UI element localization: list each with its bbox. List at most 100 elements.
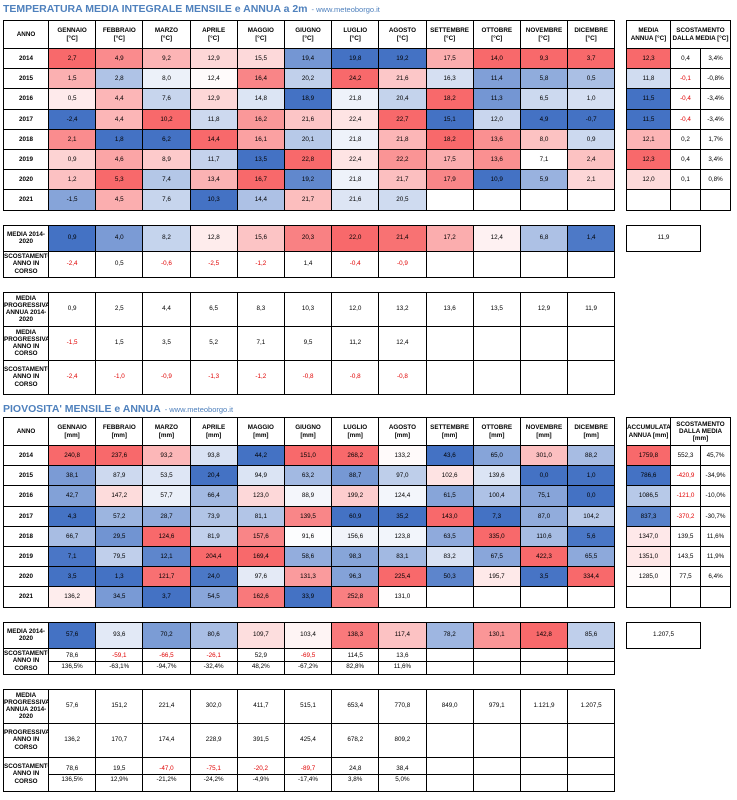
- prog-corso-value: 170,7: [95, 722, 144, 758]
- annual-row: 1086,5 -121,0 -10,0%: [626, 485, 732, 507]
- month-value: 1,5: [47, 68, 97, 90]
- year-row: 2018 66,7 29,5 124,6 81,9 157,6 91,6 156,6 123,8…: [3, 525, 616, 547]
- prog-corso-value: 174,4: [142, 722, 191, 758]
- prog-corso-value: [519, 325, 569, 361]
- prog-corso-value: 136,2: [47, 722, 97, 758]
- prog-scost-value: [472, 756, 521, 792]
- temp-site: - www.meteoborgo.it: [311, 5, 380, 14]
- month-value: 10,9: [472, 169, 521, 191]
- month-header: LUGLIO [mm]: [331, 417, 380, 446]
- month-value: 57,2: [95, 505, 144, 527]
- year-row: 2018 2,1 1,8 6,2 14,4 16,1 20,1 21,8 21,8 18,2 13,…: [3, 128, 616, 150]
- month-value: 4,9: [519, 108, 569, 130]
- month-value: 8,9: [142, 148, 191, 171]
- month-value: 22,8: [283, 148, 333, 171]
- media-value: 85,6: [567, 621, 616, 649]
- prog-corso-value: [472, 325, 521, 361]
- month-value: 157,6: [236, 525, 285, 547]
- prog-scost-value: -1,0: [95, 359, 144, 395]
- month-value: 8,0: [519, 128, 569, 150]
- deviation-pct: 0,8%: [700, 169, 731, 191]
- media-value: 12,4: [472, 224, 521, 252]
- prog-media-value: 0,9: [47, 291, 97, 327]
- deviation-pct: 11,9%: [699, 545, 732, 568]
- month-value: 2,1: [567, 169, 616, 191]
- month-value: 5,3: [95, 169, 144, 191]
- month-value: 3,7: [142, 586, 191, 608]
- scost-value: -69,5 -67,2%: [283, 647, 333, 675]
- prog-scost-value: -0,8: [378, 359, 427, 395]
- month-value: 38,1: [47, 465, 97, 487]
- media-value: 109,7: [236, 621, 285, 649]
- year-header: ANNO: [3, 417, 49, 446]
- month-value: 21,8: [378, 128, 427, 150]
- month-header: APRILE [°C]: [189, 20, 238, 49]
- month-value: 20,4: [189, 465, 238, 487]
- month-value: 11,7: [189, 148, 238, 171]
- month-value: [519, 586, 569, 608]
- prog-scost-value: 24,8 3,8%: [331, 756, 380, 792]
- month-value: 0,9: [567, 128, 616, 150]
- month-value: 12,9: [189, 88, 238, 110]
- scost-value: -66,5 -94,7%: [142, 647, 191, 675]
- month-value: 15,5: [236, 47, 285, 70]
- month-value: 10,2: [142, 108, 191, 130]
- year-row: 2020 1,2 5,3 7,4 13,4 16,7 19,2 21,8 21,7 17,9 10,…: [3, 169, 616, 191]
- month-value: 1,2: [47, 169, 97, 191]
- year-row: 2021 -1,5 4,5 7,6 10,3 14,4 21,7 21,6 20,5: [3, 189, 616, 211]
- prog-media-value: 8,3: [236, 291, 285, 327]
- month-value: 124,4: [378, 485, 427, 507]
- prog-scost-value: [425, 756, 474, 792]
- year-label: 2015: [3, 68, 49, 90]
- month-value: 13,5: [236, 148, 285, 171]
- month-value: 121,7: [142, 566, 191, 588]
- month-value: 151,0: [283, 444, 333, 467]
- year-label: 2018: [3, 525, 49, 547]
- month-value: 88,7: [331, 465, 380, 487]
- month-value: 35,2: [378, 505, 427, 527]
- scost-value: -26,1 -32,4%: [189, 647, 238, 675]
- month-value: 7,1: [519, 148, 569, 171]
- year-row: 2019 0,9 4,6 8,9 11,7 13,5 22,8 22,4 22,2 17,5 13,…: [3, 148, 616, 171]
- month-value: 22,4: [331, 108, 380, 130]
- media-table: MEDIA 2014-2020 0,9 4,0 8,2 12,8 15,6 20,3 22,0…: [3, 224, 616, 278]
- month-value: 14,4: [236, 189, 285, 211]
- deviation-pct: -3,4%: [700, 88, 731, 110]
- annual-value: 1759,8: [626, 444, 671, 467]
- progressive-table: MEDIA PROGRESSIVA ANNUA 2014-2020 0,9 2,5 4…: [3, 291, 616, 395]
- prog-media-value: 979,1: [472, 688, 521, 724]
- year-row: 2021 136,2 34,5 3,7 54,5 162,6 33,9 252,8 131,0: [3, 586, 616, 608]
- month-value: 1,8: [95, 128, 144, 150]
- month-value: 7,1: [47, 545, 97, 568]
- month-value: 0,5: [47, 88, 97, 110]
- month-value: 169,4: [236, 545, 285, 568]
- month-header: GENNAIO [mm]: [47, 417, 97, 446]
- scost-value: [567, 647, 616, 675]
- month-value: 81,9: [189, 525, 238, 547]
- prog-media-value: 653,4: [331, 688, 380, 724]
- month-value: 18,9: [283, 88, 333, 110]
- month-value: 91,6: [283, 525, 333, 547]
- month-header: MAGGIO [°C]: [236, 20, 285, 49]
- prog-media-value: 151,2: [95, 688, 144, 724]
- scost-row: SCOSTAMENTO ANNO IN CORSO -2,4 0,5 -0,6 -2,5…: [3, 250, 616, 278]
- month-header: NOVEMBRE [mm]: [519, 417, 569, 446]
- annual-value: 12,1: [626, 128, 671, 150]
- deviation-pct: 11,6%: [699, 525, 732, 547]
- month-value: 87,9: [95, 465, 144, 487]
- prog-media-value: 849,0: [425, 688, 474, 724]
- deviation-value: [670, 586, 701, 608]
- month-value: 19,2: [378, 47, 427, 70]
- media-value: 20,3: [283, 224, 333, 252]
- deviation-value: 0,4: [670, 47, 701, 70]
- month-value: 15,1: [425, 108, 474, 130]
- month-value: 0,5: [567, 68, 616, 90]
- month-value: 83,2: [425, 545, 474, 568]
- month-header: OTTOBRE [mm]: [472, 417, 521, 446]
- deviation-value: 0,1: [670, 169, 701, 191]
- month-value: 6,2: [142, 128, 191, 150]
- month-value: 252,8: [331, 586, 380, 608]
- prog-media-value: 12,9: [519, 291, 569, 327]
- month-value: 29,5: [95, 525, 144, 547]
- month-value: 14,0: [472, 47, 521, 70]
